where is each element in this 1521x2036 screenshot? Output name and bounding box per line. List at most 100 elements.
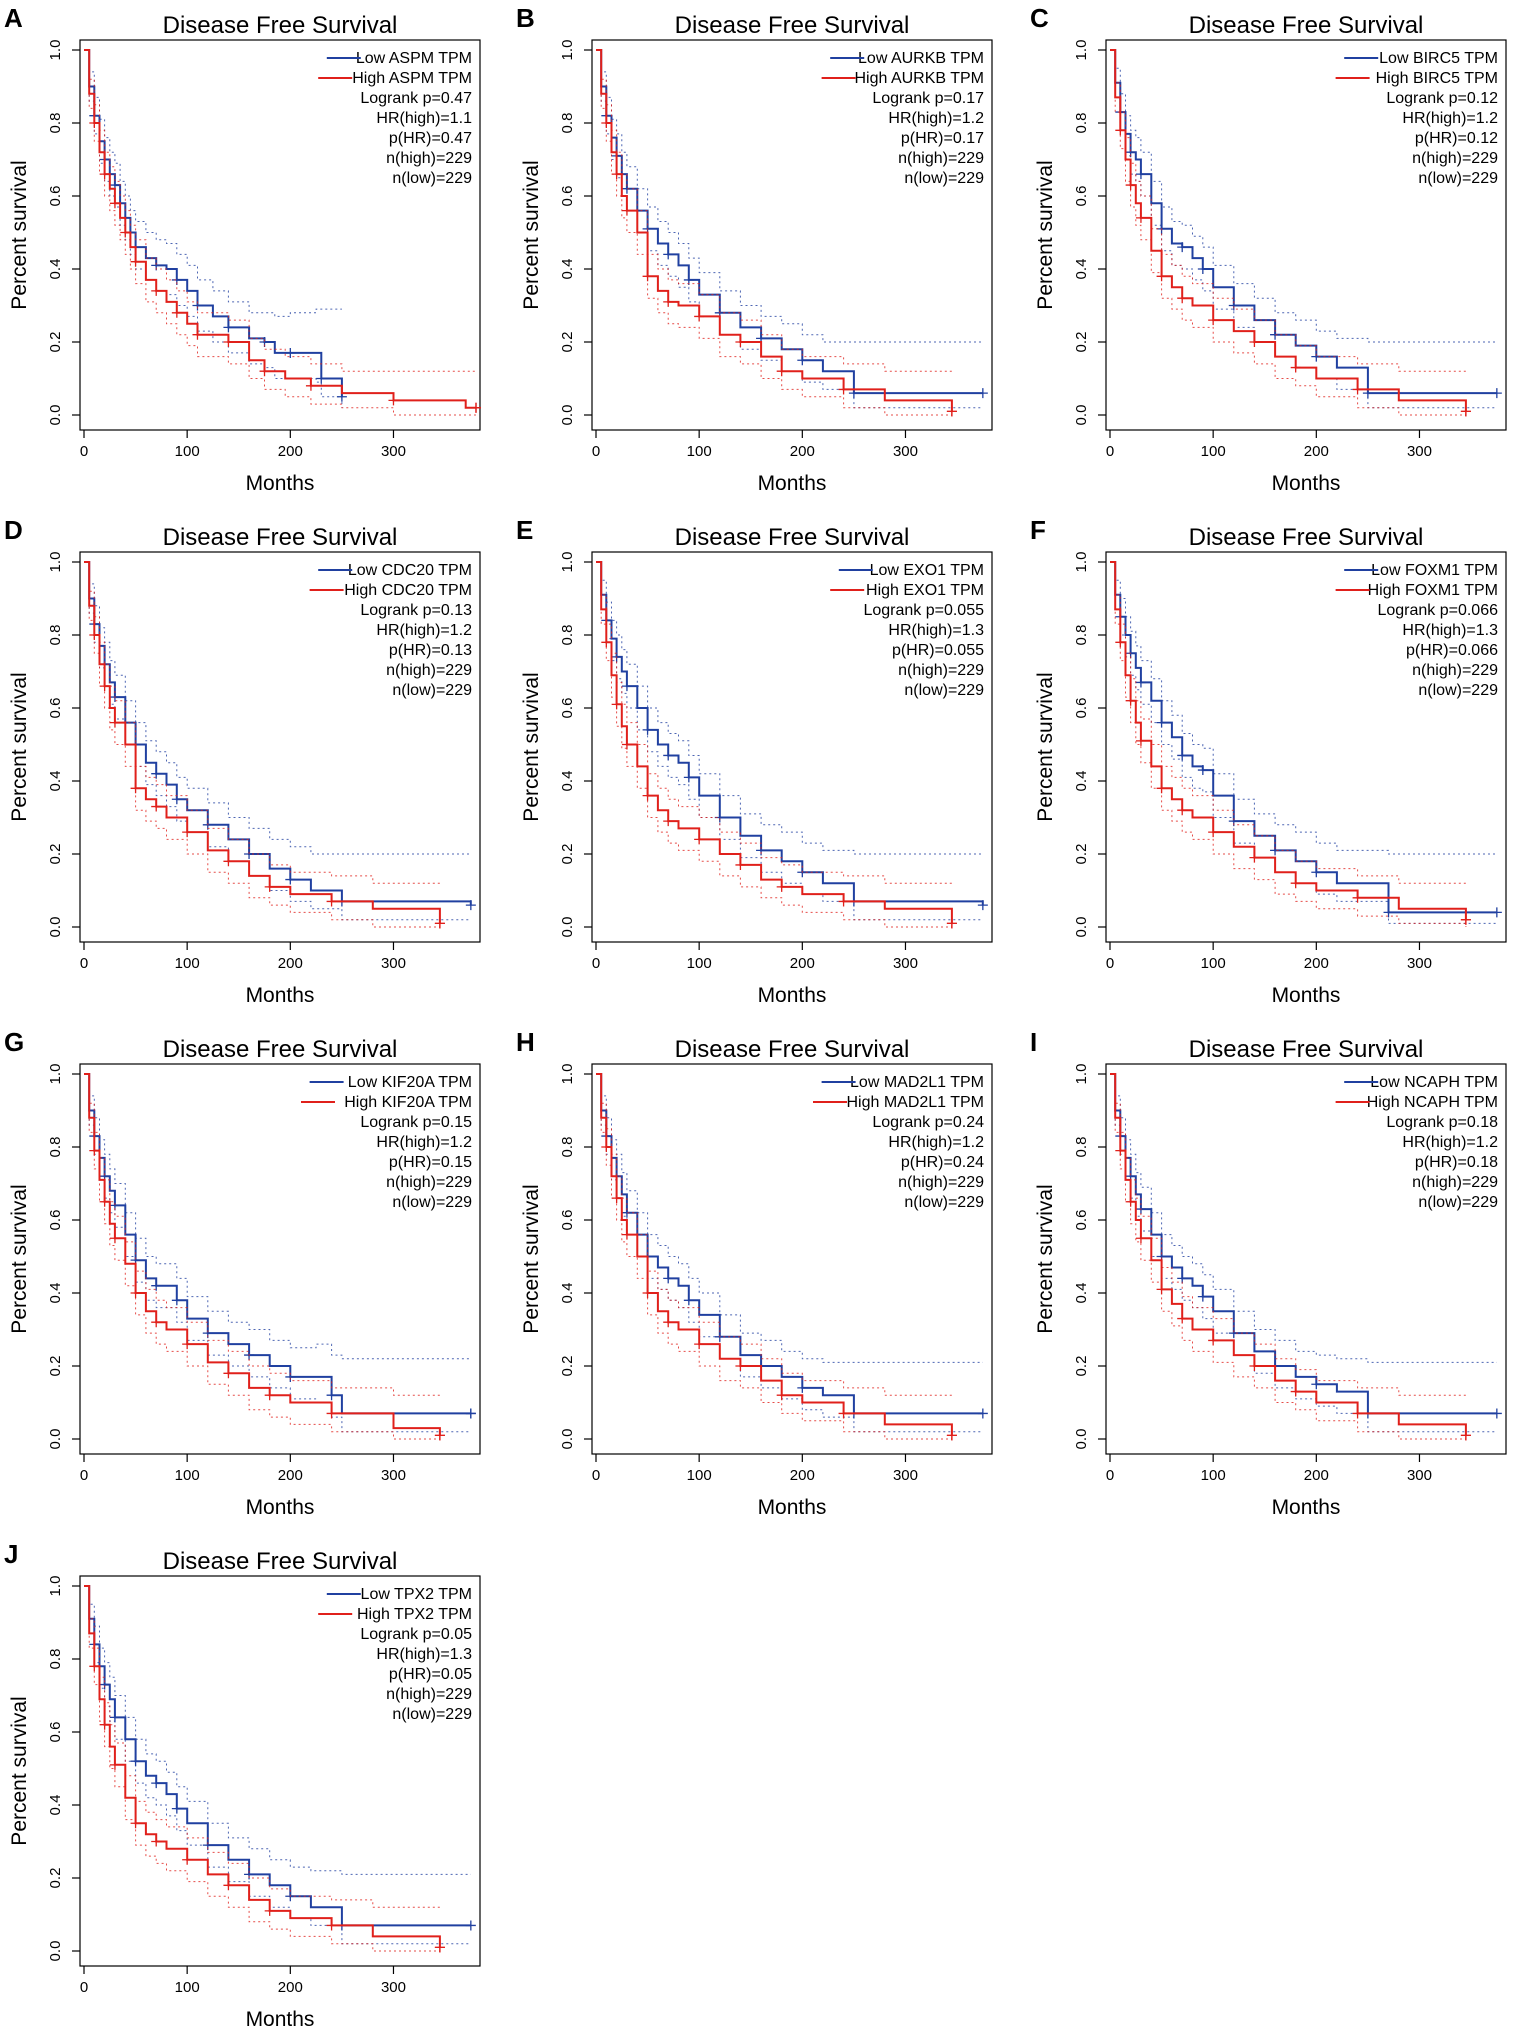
legend-label-high: High NCAPH TPM	[1367, 1094, 1498, 1111]
stat-text: n(high)=229	[1412, 1174, 1498, 1191]
censor-mark-low	[663, 249, 674, 260]
y-tick-label: 0.4	[1073, 259, 1090, 280]
censor-mark-high	[192, 329, 203, 340]
panel-letter: J	[4, 1539, 18, 1569]
ci-upper-high	[84, 49, 476, 372]
x-tick-label: 0	[80, 955, 88, 972]
censor-mark-high	[1249, 1361, 1260, 1371]
ci-upper-low	[84, 561, 471, 855]
stat-text: HR(high)=1.2	[376, 622, 472, 639]
x-tick-label: 300	[1407, 443, 1432, 460]
panel-g: G Disease Free Survival 0.0 0.2 0.4 0.6 0.8 1.0…	[4, 1027, 481, 1519]
censor-mark-high	[1135, 1233, 1146, 1244]
y-tick-label: 0.4	[559, 771, 576, 792]
censor-mark-high	[223, 1368, 234, 1379]
censor-mark-high	[1290, 878, 1301, 889]
y-tick-label: 0.0	[1073, 405, 1090, 426]
panel-letter: D	[4, 515, 23, 545]
ci-upper-high	[1110, 1073, 1466, 1396]
stat-text: HR(high)=1.2	[1402, 1134, 1498, 1151]
censor-mark-high	[694, 1339, 705, 1350]
y-axis-label: Percent survival	[520, 672, 543, 821]
legend-label-low: Low MAD2L1 TPM	[850, 1074, 984, 1091]
y-tick-label: 1.0	[47, 40, 64, 61]
censor-mark-high	[264, 1905, 275, 1916]
x-axis-label: Months	[758, 472, 827, 495]
stat-text: Logrank p=0.13	[360, 602, 472, 619]
stat-text: n(low)=229	[1418, 1194, 1498, 1211]
censor-mark-low	[171, 1295, 182, 1306]
survival-line-low	[596, 49, 983, 395]
x-tick-label: 200	[278, 443, 303, 460]
stat-text: n(low)=229	[1418, 682, 1498, 699]
legend-label-low: Low AURKB TPM	[858, 50, 984, 67]
chart-title: Disease Free Survival	[675, 524, 910, 551]
y-tick-label: 0.2	[47, 1868, 64, 1889]
censor-mark-high	[99, 1196, 110, 1207]
censor-mark-high	[305, 380, 316, 391]
y-axis-label: Percent survival	[8, 160, 31, 309]
y-tick-label: 0.2	[47, 1356, 64, 1377]
panel-letter: I	[1030, 1027, 1037, 1057]
y-tick-label: 0.4	[47, 771, 64, 792]
survival-line-low	[1110, 561, 1497, 914]
censor-mark-high	[642, 271, 653, 282]
y-tick-label: 0.6	[559, 698, 576, 719]
y-tick-label: 0.4	[47, 1795, 64, 1816]
stat-text: p(HR)=0.15	[389, 1154, 472, 1171]
censor-mark-high	[1135, 212, 1146, 223]
x-tick-label: 0	[1106, 443, 1114, 460]
censor-mark-high	[1249, 852, 1260, 863]
ci-lower-high	[84, 1585, 440, 1952]
plot-frame	[79, 1575, 481, 1967]
y-tick-label: 0.6	[559, 186, 576, 207]
x-axis-label: Months	[246, 472, 315, 495]
censor-mark-low	[316, 373, 327, 384]
x-tick-label: 100	[1201, 955, 1226, 972]
x-tick-label: 0	[1106, 955, 1114, 972]
censor-mark-low	[977, 388, 988, 399]
panel-letter: E	[516, 515, 533, 545]
censor-mark-high	[776, 1390, 787, 1401]
stat-text: n(low)=229	[392, 1194, 472, 1211]
censor-mark-high	[735, 1361, 746, 1371]
stat-text: p(HR)=0.12	[1415, 130, 1498, 147]
censor-mark-low	[1311, 867, 1322, 878]
censor-mark-high	[1125, 695, 1136, 706]
censor-mark-low	[130, 1756, 141, 1767]
stat-text: n(low)=229	[1418, 170, 1498, 187]
censor-mark-low	[151, 1280, 162, 1291]
y-tick-label: 1.0	[1073, 1064, 1090, 1085]
stat-text: n(low)=229	[904, 170, 984, 187]
legend-label-high: High CDC20 TPM	[344, 582, 472, 599]
stat-text: p(HR)=0.05	[389, 1666, 472, 1683]
censor-mark-high	[151, 801, 162, 812]
legend-label-high: High ASPM TPM	[352, 70, 472, 87]
y-tick-label: 0.0	[47, 1941, 64, 1962]
plot-frame	[1105, 1063, 1507, 1455]
x-axis-label: Months	[1272, 1496, 1341, 1519]
x-tick-label: 0	[592, 443, 600, 460]
stat-text: p(HR)=0.18	[1415, 1154, 1498, 1171]
x-tick-label: 200	[1304, 1467, 1329, 1484]
legend-label-low: Low TPX2 TPM	[361, 1586, 472, 1603]
ci-upper-high	[596, 1073, 952, 1396]
legend-label-low: Low ASPM TPM	[356, 50, 472, 67]
censor-mark-high	[694, 311, 705, 322]
censor-mark-high	[89, 1661, 100, 1672]
censor-mark-low	[151, 1778, 162, 1789]
censor-mark-low	[797, 355, 808, 366]
chart-title: Disease Free Survival	[1189, 12, 1424, 39]
y-tick-label: 0.0	[559, 917, 576, 938]
censor-mark-high	[99, 681, 110, 692]
censor-mark-high	[1135, 735, 1146, 746]
x-tick-label: 100	[687, 443, 712, 460]
x-tick-label: 0	[592, 955, 600, 972]
survival-line-low	[84, 1073, 471, 1415]
x-tick-label: 100	[1201, 1467, 1226, 1484]
ci-upper-low	[84, 49, 342, 317]
censor-mark-low	[683, 772, 694, 783]
y-tick-label: 0.8	[47, 1649, 64, 1670]
legend-label-high: High AURKB TPM	[854, 70, 984, 87]
x-tick-label: 300	[893, 1467, 918, 1484]
